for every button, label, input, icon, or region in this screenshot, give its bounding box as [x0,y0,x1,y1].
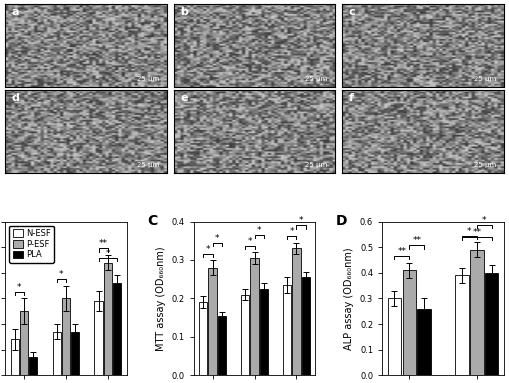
Text: f: f [349,93,353,103]
Text: C: C [148,214,158,228]
Text: b: b [180,7,188,17]
Text: 25 μm: 25 μm [305,76,327,82]
Text: *: * [59,270,64,279]
Text: 25 μm: 25 μm [305,162,327,168]
Text: 25 μm: 25 μm [473,162,496,168]
Bar [260,289,268,375]
Y-axis label: MTT assay (OD₆₆₀nm): MTT assay (OD₆₆₀nm) [156,246,166,351]
Bar [29,357,37,375]
Bar [71,332,79,375]
Text: *: * [290,227,294,236]
Text: **: ** [398,247,406,256]
Text: *: * [482,216,487,225]
Text: d: d [12,93,19,103]
Bar [301,277,310,375]
Bar [250,258,259,375]
Bar [485,273,498,375]
Bar [292,249,301,375]
Text: **: ** [472,228,482,237]
Bar [113,283,121,375]
Text: 25 μm: 25 μm [137,76,159,82]
Text: *: * [257,226,261,235]
Text: *: * [248,237,252,246]
Text: c: c [349,7,355,17]
Bar [62,298,70,375]
Text: *: * [299,216,303,226]
Text: D: D [336,214,348,228]
Bar [104,262,112,375]
Bar [218,316,226,375]
Text: *: * [215,234,219,243]
Bar [455,275,469,375]
Legend: N-ESF, P-ESF, PLA: N-ESF, P-ESF, PLA [9,226,54,263]
Bar [11,339,19,375]
Bar [388,298,401,375]
Text: *: * [206,244,210,254]
Text: 25 μm: 25 μm [473,76,496,82]
Text: e: e [180,93,187,103]
Y-axis label: ALP assay (OD₆₆₀nm): ALP assay (OD₆₆₀nm) [345,247,354,350]
Bar [208,268,217,375]
Bar [403,270,416,375]
Text: *: * [17,283,22,292]
Bar [199,302,208,375]
Text: **: ** [99,239,108,248]
Bar [283,285,291,375]
Text: *: * [105,249,110,258]
Bar [417,309,431,375]
Text: **: ** [412,236,421,245]
Bar [20,311,28,375]
Text: *: * [467,227,472,236]
Bar [95,301,103,375]
Text: a: a [12,7,19,17]
Bar [52,332,61,375]
Text: 25 μm: 25 μm [137,162,159,168]
Bar [241,295,249,375]
Bar [470,250,484,375]
